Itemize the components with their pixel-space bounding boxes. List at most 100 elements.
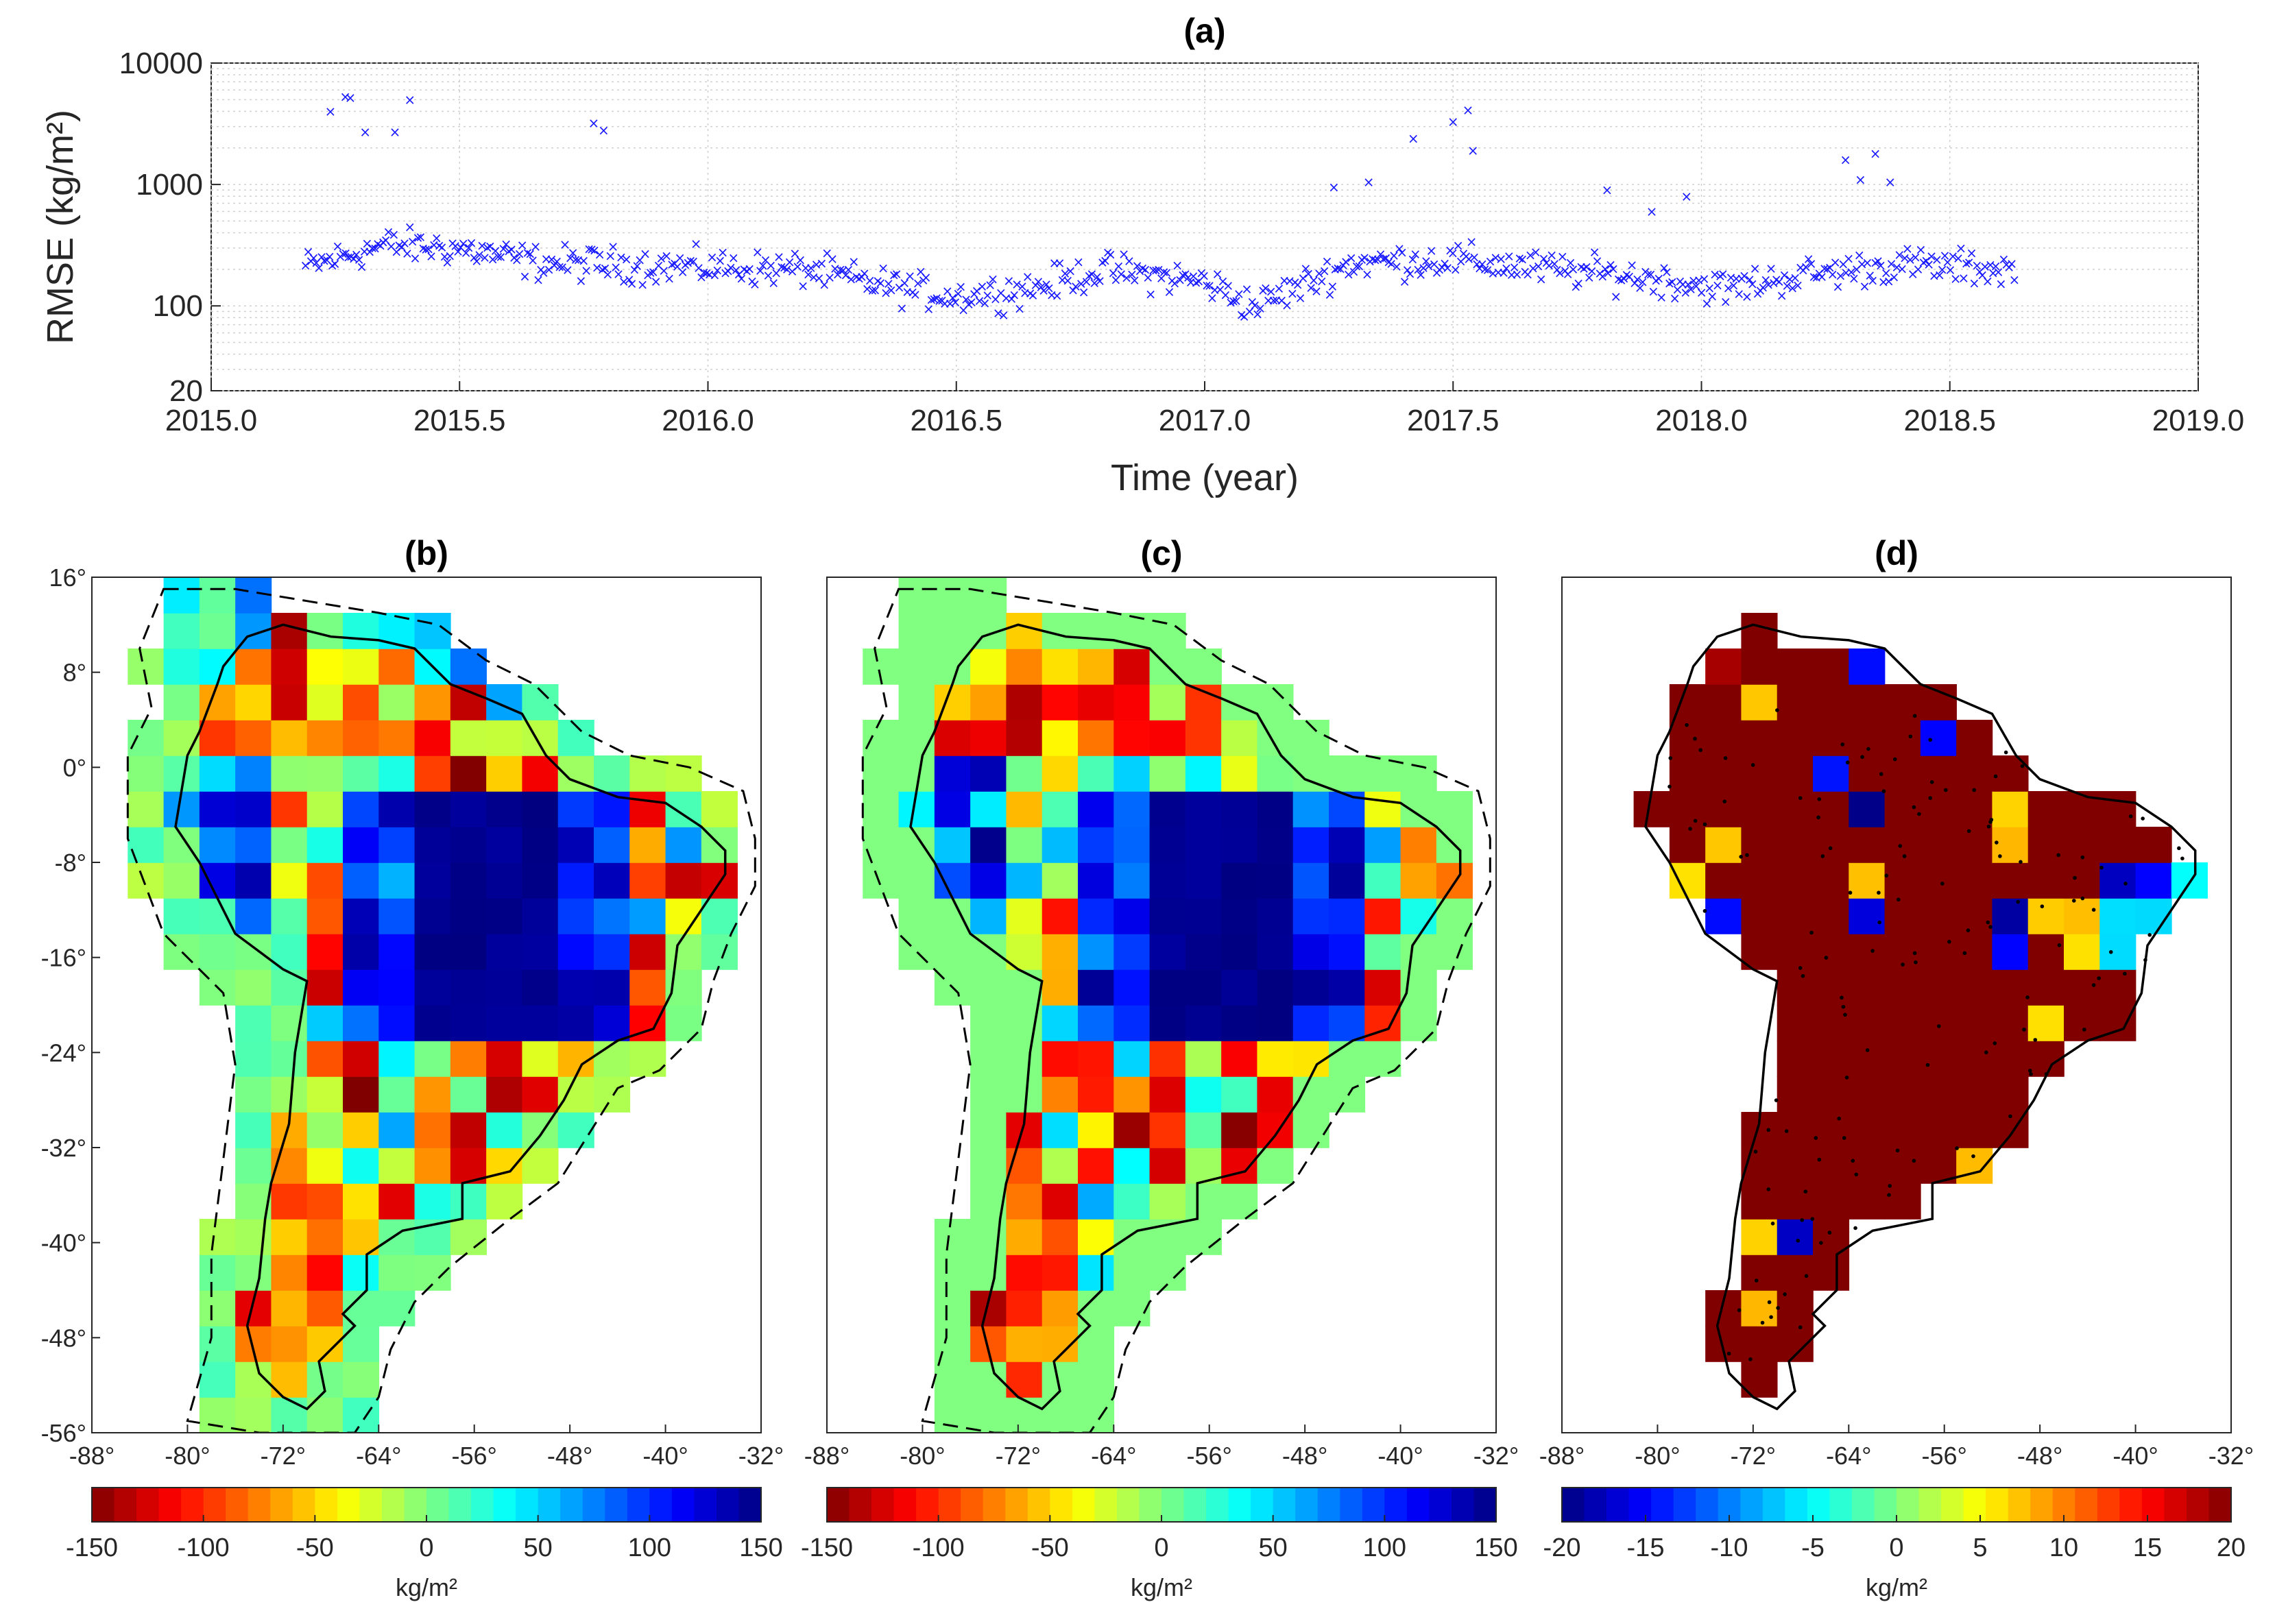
- rmse-point: ×: [720, 265, 732, 281]
- grid-cell: [343, 1361, 380, 1398]
- grid-cell: [1884, 1183, 1921, 1220]
- rmse-point: ×: [963, 296, 975, 313]
- grid-cell: [2135, 827, 2172, 863]
- rmse-point: ×: [1853, 247, 1865, 263]
- rmse-point: ×: [926, 291, 937, 308]
- rmse-point: ×: [1945, 262, 1956, 278]
- rmse-point: ×: [1190, 274, 1202, 291]
- rmse-point: ×: [717, 244, 729, 260]
- grid-cell: [271, 684, 308, 720]
- grid-cell: [1078, 1005, 1115, 1041]
- rmse-point: ×: [594, 246, 605, 263]
- grid-cell: [1114, 934, 1151, 970]
- grid-cell: [1042, 898, 1079, 934]
- grid-cell: [128, 720, 165, 756]
- rmse-point: ×: [530, 239, 542, 255]
- rmse-point: ×: [1383, 254, 1395, 270]
- rmse-point: ×: [1431, 265, 1443, 281]
- grid-cell: [378, 684, 416, 720]
- grid-cell: [128, 755, 165, 792]
- rmse-point: ×: [803, 266, 815, 282]
- grid-cell: [1956, 934, 1993, 970]
- rmse-point: ×: [1386, 255, 1397, 271]
- rmse-point: ×: [1148, 262, 1159, 278]
- station-dot: [1820, 854, 1825, 858]
- station-dot: [1879, 772, 1883, 776]
- grid-cell: [1078, 613, 1115, 649]
- colorbar-swatch: [1807, 1488, 1831, 1522]
- colorbar-swatch: [1986, 1488, 2009, 1522]
- rmse-point: ×: [1452, 237, 1464, 254]
- rmse-point: ×: [487, 251, 498, 267]
- grid-cell: [486, 1076, 523, 1113]
- grid-cell: [1149, 1148, 1186, 1184]
- grid-cell: [2027, 791, 2065, 827]
- rmse-point: ×: [1054, 254, 1066, 271]
- grid-cell: [2099, 898, 2136, 934]
- station-dot: [1775, 708, 1779, 712]
- rmse-outlier-point: ×: [1408, 130, 1419, 147]
- rmse-point: ×: [1188, 268, 1199, 284]
- rmse-point: ×: [1217, 273, 1229, 289]
- station-dot: [1929, 780, 1934, 784]
- grid-cell: [1813, 1005, 1850, 1041]
- rmse-point: ×: [1958, 270, 1969, 287]
- grid-cell: [486, 755, 523, 792]
- grid-cell: [306, 1041, 344, 1077]
- rmse-point: ×: [1672, 281, 1683, 298]
- rmse-point: ×: [858, 265, 870, 282]
- rmse-point: ×: [1057, 271, 1068, 288]
- rmse-point: ×: [359, 243, 370, 260]
- grid-cell: [1741, 755, 1778, 792]
- grid-cell: [1741, 684, 1778, 720]
- grid-cell: [306, 934, 344, 970]
- rmse-point: ×: [1372, 251, 1384, 267]
- rmse-point: ×: [1348, 263, 1360, 280]
- rmse-point: ×: [754, 262, 766, 278]
- grid-cell: [665, 1005, 702, 1041]
- grid-cell: [522, 862, 559, 899]
- rmse-point: ×: [1656, 289, 1668, 306]
- rmse-point: ×: [1476, 256, 1488, 272]
- rmse-point: ×: [837, 262, 849, 278]
- grid-cell: [970, 577, 1007, 614]
- grid-cell: [898, 577, 935, 614]
- grid-cell: [271, 827, 308, 863]
- lon-tick-label: -88°: [1539, 1442, 1585, 1470]
- rmse-outlier-point: ×: [404, 91, 416, 108]
- grid-cell: [378, 1112, 416, 1148]
- rmse-point: ×: [570, 251, 581, 267]
- grid-cell: [1149, 755, 1186, 792]
- colorbar-swatch: [248, 1488, 272, 1522]
- grid-cell: [934, 1361, 971, 1398]
- station-dot: [1769, 1315, 1773, 1320]
- rmse-point: ×: [1182, 269, 1194, 285]
- station-dot: [1702, 909, 1707, 913]
- grid-cell: [343, 720, 380, 756]
- grid-cell: [2027, 898, 2065, 934]
- colorbar-swatch: [381, 1488, 405, 1522]
- rmse-point: ×: [522, 245, 533, 261]
- rmse-point: ×: [979, 295, 991, 311]
- station-dot: [1971, 1154, 1975, 1159]
- grid-cell: [163, 613, 200, 649]
- rmse-point: ×: [1321, 253, 1333, 269]
- rmse-point: ×: [1626, 256, 1638, 273]
- rmse-point: ×: [1554, 265, 1566, 281]
- grid-cell: [235, 1290, 272, 1326]
- station-dot: [1824, 956, 1829, 960]
- grid-cell: [1705, 862, 1742, 899]
- grid-cell: [163, 720, 200, 756]
- rmse-point: ×: [789, 245, 801, 262]
- rmse-point: ×: [1223, 277, 1234, 293]
- rmse-point: ×: [501, 236, 512, 252]
- rmse-point: ×: [888, 267, 900, 283]
- grid-cell: [1400, 791, 1437, 827]
- grid-cell: [1813, 1112, 1850, 1148]
- rmse-point: ×: [765, 257, 777, 274]
- station-dot: [1995, 840, 1999, 845]
- grid-cell: [235, 649, 272, 685]
- rmse-point: ×: [1083, 267, 1095, 284]
